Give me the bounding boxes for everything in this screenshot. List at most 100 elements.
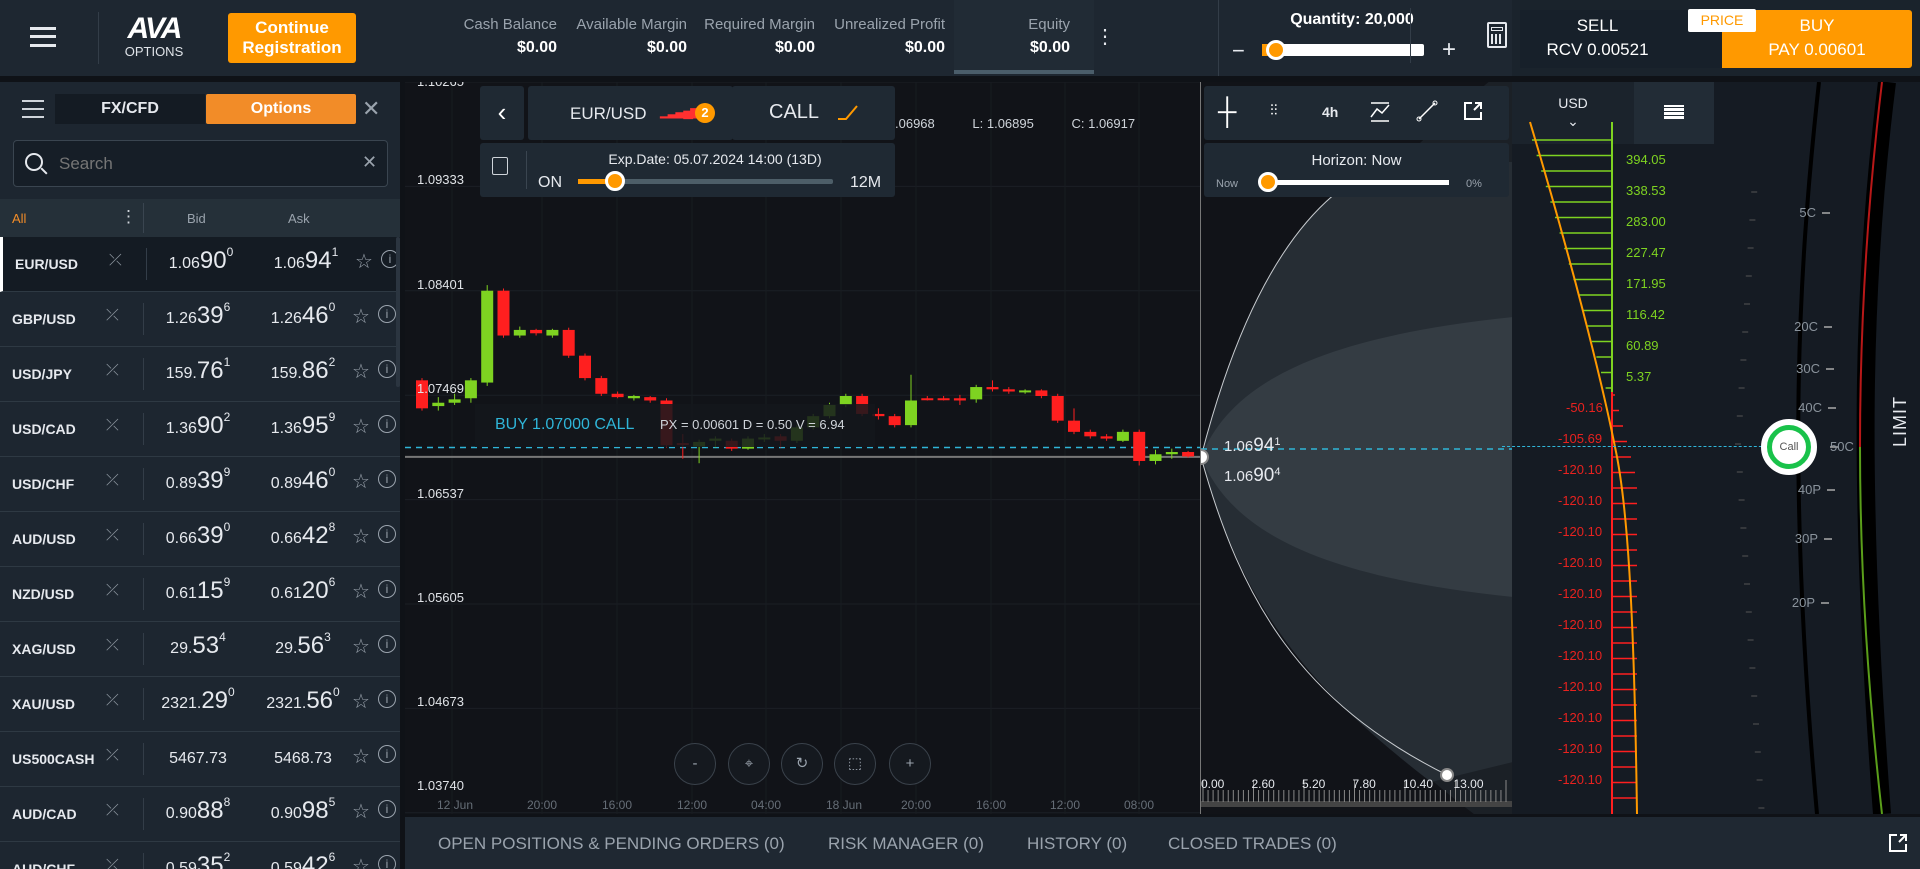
trendline-icon[interactable] xyxy=(1416,100,1438,122)
strike-label[interactable]: 20C xyxy=(1794,319,1818,334)
center-crosshair-button[interactable]: ⌖ xyxy=(728,743,770,785)
instrument-row[interactable]: NZD/USD ⤫ 0.61159 0.61206 ☆ i xyxy=(0,567,400,622)
ask-price[interactable]: 1.06941 xyxy=(273,245,339,274)
info-icon[interactable]: i xyxy=(378,800,396,818)
ask-price[interactable]: 0.59426 xyxy=(270,850,336,869)
ask-price[interactable]: 0.90985 xyxy=(270,795,336,824)
ask-price[interactable]: 5468.73 xyxy=(274,750,332,767)
strike-label[interactable]: 50C xyxy=(1830,439,1854,454)
tab-risk-manager[interactable]: RISK MANAGER (0) xyxy=(828,834,984,853)
info-icon[interactable]: i xyxy=(378,580,396,598)
sell-button[interactable]: SELL RCV 0.00521 xyxy=(1520,10,1675,68)
quantity-increase-button[interactable]: + xyxy=(1442,36,1457,63)
quantity-slider-knob[interactable] xyxy=(1266,40,1286,60)
instrument-row[interactable]: AUD/CHF ⤫ 0.59352 0.59426 ☆ i xyxy=(0,842,400,869)
hamburger-menu-icon[interactable] xyxy=(30,27,56,47)
instrument-row[interactable]: XAG/USD ⤫ 29.534 29.563 ☆ i xyxy=(0,622,400,677)
bid-price[interactable]: 1.26396 xyxy=(165,300,231,329)
expiry-slider-knob[interactable] xyxy=(605,171,625,191)
tab-fx-cfd[interactable]: FX/CFD xyxy=(55,94,205,124)
crosshair-icon[interactable]: ┼ xyxy=(1218,96,1237,126)
limit-button[interactable]: LIMIT xyxy=(1890,395,1910,447)
area-zoom-button[interactable]: ⬚ xyxy=(834,743,876,785)
search-field[interactable] xyxy=(59,151,339,177)
ask-price[interactable]: 0.61206 xyxy=(270,575,336,604)
quantity-decrease-button[interactable]: − xyxy=(1232,38,1245,63)
ask-price[interactable]: 0.89460 xyxy=(270,465,336,494)
ask-price[interactable]: 1.36959 xyxy=(270,410,336,439)
timeframe-button[interactable]: 4h xyxy=(1322,104,1339,120)
clear-search-icon[interactable]: ✕ xyxy=(362,152,378,172)
currency-selector[interactable]: USD ⌄ xyxy=(1512,82,1634,144)
instrument-row[interactable]: USD/CAD ⤫ 1.36902 1.36959 ☆ i xyxy=(0,402,400,457)
instrument-row[interactable]: US500CASH ⤫ 5467.73 5468.73 ☆ i xyxy=(0,732,400,787)
favorite-star-icon[interactable]: ☆ xyxy=(352,746,370,768)
favorite-star-icon[interactable]: ☆ xyxy=(352,471,370,493)
filter-all[interactable]: All xyxy=(12,211,27,226)
bid-price[interactable]: 0.66390 xyxy=(165,520,231,549)
instrument-selector[interactable]: EUR/USD ▁▂▃▄▅ 2 xyxy=(528,86,733,140)
reset-button[interactable]: ↻ xyxy=(781,743,823,785)
price-toggle[interactable]: PRICE xyxy=(1688,9,1756,32)
back-button[interactable]: ‹ xyxy=(480,86,524,140)
list-scrollbar[interactable] xyxy=(396,237,400,387)
bid-price[interactable]: 0.61159 xyxy=(165,575,231,604)
option-type-selector[interactable]: CALL xyxy=(732,86,895,140)
ask-price[interactable]: 29.563 xyxy=(275,630,331,659)
ava-options-logo[interactable]: AVA OPTIONS xyxy=(118,14,190,62)
info-icon[interactable]: i xyxy=(378,525,396,543)
expiry-slider[interactable] xyxy=(578,171,833,191)
continue-registration-button[interactable]: Continue Registration xyxy=(228,13,356,63)
strike-label[interactable]: 40C xyxy=(1798,400,1822,415)
tab-closed-trades[interactable]: CLOSED TRADES (0) xyxy=(1168,834,1337,853)
zoom-in-button[interactable]: + xyxy=(889,743,931,785)
bid-price[interactable]: 1.36902 xyxy=(165,410,231,439)
tab-history[interactable]: HISTORY (0) xyxy=(1027,834,1128,853)
zoom-out-button[interactable]: - xyxy=(674,743,716,785)
info-icon[interactable]: i xyxy=(378,415,396,433)
ask-price[interactable]: 159.862 xyxy=(270,355,336,384)
favorite-star-icon[interactable]: ☆ xyxy=(352,581,370,603)
bid-price[interactable]: 2321.290 xyxy=(161,685,235,714)
bid-price[interactable]: 159.761 xyxy=(165,355,231,384)
instrument-row[interactable]: GBP/USD ⤫ 1.26396 1.26460 ☆ i xyxy=(0,292,400,347)
ask-price[interactable]: 0.66428 xyxy=(270,520,336,549)
favorite-star-icon[interactable]: ☆ xyxy=(352,856,370,869)
favorite-star-icon[interactable]: ☆ xyxy=(352,306,370,328)
calendar-clock-icon[interactable] xyxy=(492,157,508,175)
strike-label[interactable]: 30P xyxy=(1794,531,1818,546)
volatility-cone-panel[interactable]: 1.06941 1.06904 ┼ ⫶⫶ 4h Horizon: Now Now… xyxy=(1200,82,1512,814)
info-icon[interactable]: i xyxy=(378,635,396,653)
bid-price[interactable]: 1.06900 xyxy=(168,245,234,274)
bid-price[interactable]: 0.59352 xyxy=(165,850,231,869)
info-icon[interactable]: i xyxy=(378,305,396,323)
strike-label[interactable]: 5C xyxy=(1799,205,1816,220)
ask-price[interactable]: 1.26460 xyxy=(270,300,336,329)
expiry-marker[interactable] xyxy=(1440,768,1454,782)
horizon-slider[interactable] xyxy=(1258,172,1449,192)
ask-price[interactable]: 2321.560 xyxy=(266,685,340,714)
filter-settings-icon[interactable] xyxy=(22,100,44,118)
current-price-marker[interactable] xyxy=(1201,449,1209,465)
indicators-icon[interactable]: ⫶⫶ xyxy=(1270,102,1278,119)
favorite-star-icon[interactable]: ☆ xyxy=(352,416,370,438)
instrument-row[interactable]: USD/JPY ⤫ 159.761 159.862 ☆ i xyxy=(0,347,400,402)
favorite-star-icon[interactable]: ☆ xyxy=(352,361,370,383)
horizon-slider-knob[interactable] xyxy=(1258,172,1278,192)
info-icon[interactable]: i xyxy=(378,360,396,378)
tab-open-positions[interactable]: OPEN POSITIONS & PENDING ORDERS (0) xyxy=(438,834,785,853)
call-strike-marker[interactable]: Call xyxy=(1761,419,1817,475)
instrument-row[interactable]: AUD/USD ⤫ 0.66390 0.66428 ☆ i xyxy=(0,512,400,567)
quantity-slider[interactable] xyxy=(1262,40,1424,60)
strike-label[interactable]: 20P xyxy=(1791,595,1815,610)
price-chart[interactable]: 1.10265 1.09333 1.08401 1.07469 1.06537 1.056… xyxy=(405,82,1200,814)
tab-options[interactable]: Options xyxy=(206,94,356,124)
favorite-star-icon[interactable]: ☆ xyxy=(355,251,373,273)
favorite-star-icon[interactable]: ☆ xyxy=(352,526,370,548)
strike-label[interactable]: 30C xyxy=(1796,361,1820,376)
column-menu-icon[interactable]: ⋮ xyxy=(120,207,137,226)
info-icon[interactable]: i xyxy=(378,745,396,763)
instrument-row[interactable]: AUD/CAD ⤫ 0.90888 0.90985 ☆ i xyxy=(0,787,400,842)
bid-price[interactable]: 0.90888 xyxy=(165,795,231,824)
info-icon[interactable]: i xyxy=(378,470,396,488)
